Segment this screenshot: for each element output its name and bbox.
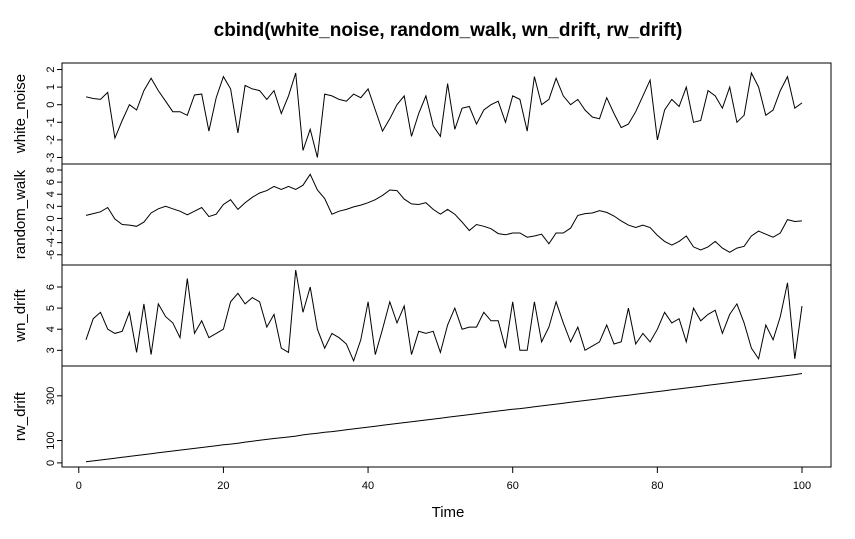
y-tick-label: 4 <box>45 191 57 197</box>
x-tick-label: 40 <box>362 480 374 492</box>
y-tick-label: 3 <box>45 347 57 353</box>
panel-white-noise: -3 -2 -1 0 1 2 white_noise <box>12 62 832 165</box>
y-tick-label: 2 <box>45 66 57 72</box>
y-tick-label: 8 <box>45 167 57 173</box>
x-tick-label: 80 <box>651 480 663 492</box>
x-tick-label: 0 <box>76 480 82 492</box>
y-tick-label: 2 <box>45 203 57 209</box>
y-tick-label: -2 <box>45 226 57 236</box>
y-tick-label: 0 <box>45 215 57 221</box>
y-tick-label: -1 <box>45 117 57 127</box>
panel-random-walk: -6 -4 -2 0 2 4 6 8 random_walk <box>12 163 832 266</box>
panel-frame <box>61 264 832 367</box>
x-tick-label: 100 <box>793 480 811 492</box>
y-tick-label: 6 <box>45 179 57 185</box>
series-line-white-noise <box>85 71 803 158</box>
series-label-rw-drift: rw_drift <box>12 391 29 441</box>
y-tick-label: 300 <box>45 387 57 405</box>
y-tick-label: -6 <box>45 250 57 260</box>
series-label-white-noise: white_noise <box>12 74 29 154</box>
panel-frame <box>61 163 832 266</box>
x-axis-title: Time <box>432 504 465 521</box>
series-label-wn-drift: wn_drift <box>12 288 29 342</box>
series-line-random-walk <box>85 173 803 253</box>
panel-wn-drift: 3 4 5 6 wn_drift <box>12 264 832 367</box>
x-axis: 0 20 40 60 80 100 <box>76 467 811 492</box>
y-tick-label: 1 <box>45 84 57 90</box>
x-tick-label: 20 <box>217 480 229 492</box>
y-tick-label: 100 <box>45 431 57 449</box>
panel-frame <box>61 365 832 468</box>
series-line-wn-drift <box>85 270 803 363</box>
panels: -3 -2 -1 0 1 2 white_noise -6 -4 -2 0 2 4 6 8 random_wa… <box>12 62 832 468</box>
y-tick-label: 5 <box>45 305 57 311</box>
chart-title: cbind(white_noise, random_walk, wn_drift… <box>214 20 683 41</box>
y-tick-label: -2 <box>45 135 57 145</box>
y-tick-label: 4 <box>45 326 57 332</box>
y-tick-label: -3 <box>45 153 57 163</box>
series-line-rw-drift <box>85 373 803 463</box>
series-label-random-walk: random_walk <box>12 169 29 259</box>
y-tick-label: -4 <box>45 238 57 248</box>
panel-frame <box>61 62 832 165</box>
y-tick-label: 0 <box>45 460 57 466</box>
x-tick-label: 60 <box>507 480 519 492</box>
y-tick-label: 6 <box>45 284 57 290</box>
panel-rw-drift: 0 100 300 rw_drift <box>12 365 832 468</box>
y-tick-label: 0 <box>45 102 57 108</box>
